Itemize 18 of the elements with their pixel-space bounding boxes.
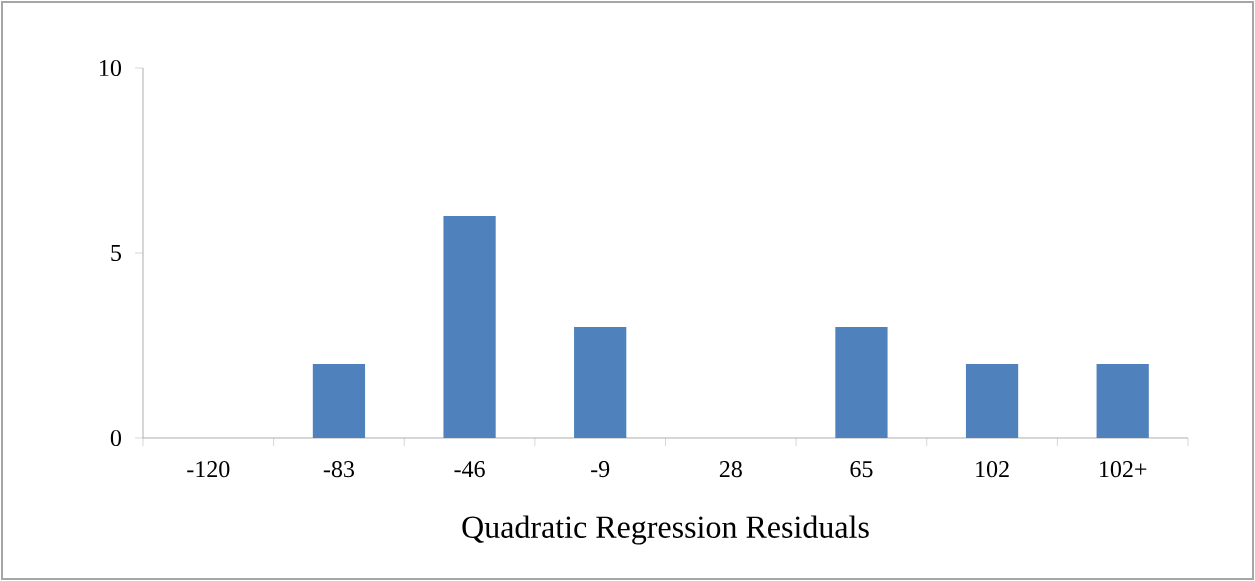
bar — [312, 363, 366, 438]
bar — [965, 363, 1019, 438]
x-tick-label: -120 — [187, 461, 230, 478]
bar — [1096, 363, 1149, 438]
bar — [443, 215, 496, 438]
x-axis-title: Quadratic Regression Residuals — [462, 515, 869, 545]
x-tick-label: -46 — [454, 461, 485, 478]
x-tick-label: 102+ — [1100, 461, 1147, 478]
x-tick-label: 102 — [976, 461, 1009, 478]
x-tick-label: 65 — [850, 461, 873, 478]
x-tick-label: -9 — [591, 461, 610, 478]
bar — [835, 326, 888, 438]
x-tick-label: -83 — [323, 461, 355, 478]
x-tick-label: 28 — [719, 461, 742, 478]
y-tick-label: 0 — [110, 429, 122, 447]
y-tick-label: 5 — [111, 245, 122, 261]
bar — [574, 326, 627, 438]
y-tick-label: 10 — [100, 59, 122, 77]
